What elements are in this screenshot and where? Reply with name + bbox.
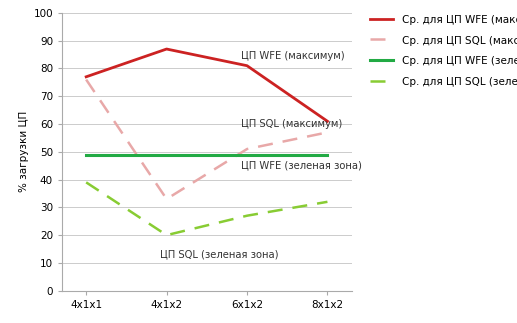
Text: ЦП SQL (максимум): ЦП SQL (максимум) [240,119,342,129]
Y-axis label: % загрузки ЦП: % загрузки ЦП [19,111,29,193]
Legend: Ср. для ЦП WFE (максимум), Ср. для ЦП SQL (максимум), Ср. для ЦП WFE (зеленая зо: Ср. для ЦП WFE (максимум), Ср. для ЦП SQ… [368,13,517,89]
Text: ЦП SQL (зеленая зона): ЦП SQL (зеленая зона) [160,249,279,259]
Text: ЦП WFE (максимум): ЦП WFE (максимум) [240,51,344,61]
Text: ЦП WFE (зеленая зона): ЦП WFE (зеленая зона) [240,161,361,171]
